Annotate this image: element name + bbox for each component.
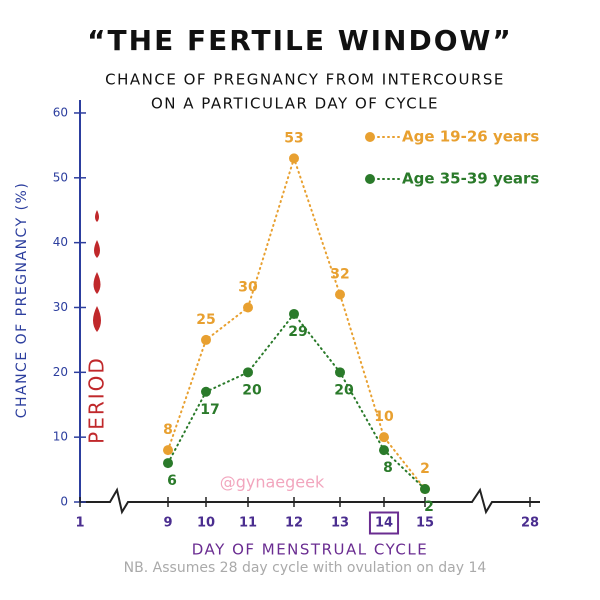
drop — [93, 272, 101, 294]
legend-label: Age 35-39 years — [402, 170, 539, 188]
drop — [93, 306, 101, 332]
data-label: 2 — [424, 499, 434, 515]
data-point — [379, 445, 389, 456]
y-tick-label: 0 — [60, 495, 68, 509]
data-point — [335, 367, 345, 378]
drop — [94, 240, 100, 258]
data-label: 30 — [238, 279, 258, 295]
data-point — [163, 445, 173, 456]
data-label: 10 — [374, 409, 394, 425]
chart-title: “THE FERTILE WINDOW” — [87, 24, 513, 57]
data-label: 8 — [163, 422, 173, 438]
data-point — [163, 458, 173, 469]
y-tick-label: 50 — [53, 170, 68, 184]
x-tick-label: 15 — [416, 516, 434, 531]
y-tick-label: 30 — [53, 300, 68, 314]
footnote: NB. Assumes 28 day cycle with ovulation … — [124, 560, 487, 576]
drop — [95, 210, 99, 222]
x-tick-label: 13 — [331, 516, 349, 531]
y-tick-label: 40 — [53, 235, 68, 249]
data-label: 2 — [420, 461, 430, 477]
x-tick-label: 14 — [375, 516, 393, 531]
y-tick-label: 60 — [53, 105, 68, 119]
data-label: 29 — [288, 324, 307, 340]
period-drops — [93, 210, 101, 332]
data-label: 53 — [284, 130, 303, 146]
x-tick-label: 12 — [285, 516, 303, 531]
legend-label: Age 19-26 years — [402, 128, 539, 146]
data-label: 20 — [242, 382, 262, 398]
data-label: 32 — [330, 267, 349, 283]
x-axis-label: DAY OF MENSTRUAL CYCLE — [192, 541, 429, 559]
data-label: 6 — [167, 473, 177, 489]
x-tick-label: 11 — [239, 516, 257, 531]
x-axis — [80, 487, 540, 515]
legend-marker — [365, 132, 375, 142]
data-point — [335, 289, 345, 300]
x-tick-label: 9 — [163, 516, 172, 531]
data-point — [243, 367, 253, 378]
data-point — [289, 153, 299, 164]
data-label: 25 — [196, 312, 215, 328]
data-point — [379, 432, 389, 443]
data-label: 8 — [383, 460, 393, 476]
data-point — [201, 334, 211, 345]
data-point — [420, 484, 430, 495]
data-point — [243, 302, 253, 313]
chart-subtitle: CHANCE OF PREGNANCY FROM INTERCOURSE — [105, 71, 505, 89]
highlight-box — [368, 511, 400, 535]
data-label: 17 — [200, 402, 219, 418]
x-tick-label: 10 — [197, 516, 215, 531]
data-label: 20 — [334, 382, 354, 398]
x-tick-label: 1 — [75, 516, 84, 531]
data-point — [201, 386, 211, 397]
period-annotation: PERIOD — [85, 356, 109, 444]
chart-subtitle: ON A PARTICULAR DAY OF CYCLE — [151, 95, 439, 113]
watermark: @gynaegeek — [220, 473, 325, 492]
data-point — [289, 308, 299, 319]
y-tick-label: 20 — [53, 365, 68, 379]
y-axis-label: CHANCE OF PREGNANCY (%) — [14, 182, 30, 419]
y-tick-label: 10 — [53, 430, 68, 444]
x-tick-label: 28 — [521, 516, 539, 531]
legend-marker — [365, 174, 375, 184]
